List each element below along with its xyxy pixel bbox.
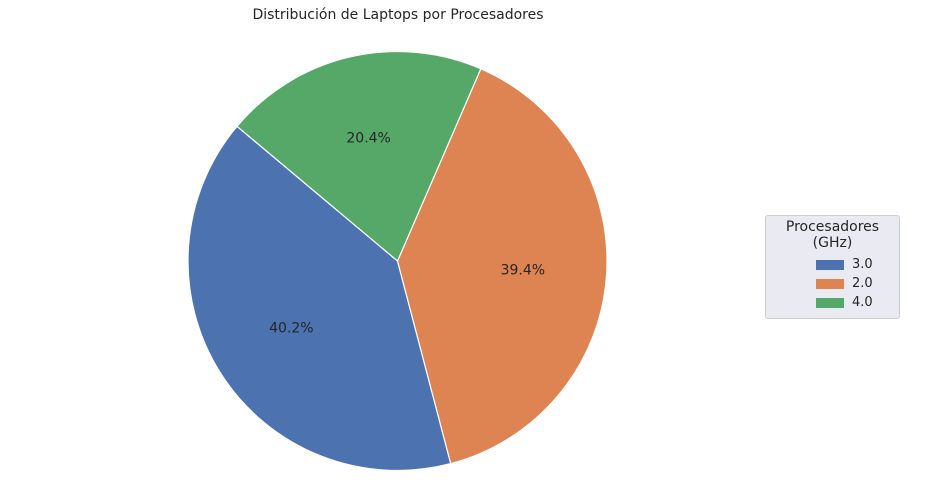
pie-label-3-0: 40.2%	[269, 320, 313, 336]
legend-item-3-0: 3.0	[766, 255, 899, 274]
pie-slice-4-0	[236, 50, 482, 262]
legend-item-2-0: 2.0	[766, 274, 899, 293]
legend-title: Procesadores (GHz)	[785, 219, 880, 251]
pie-label-2-0: 39.4%	[501, 263, 545, 279]
legend-items: 3.0 2.0 4.0	[766, 255, 899, 312]
legend-item-4-0: 4.0	[766, 293, 899, 312]
legend-label: 3.0	[852, 257, 873, 272]
pie-label-4-0: 20.4%	[346, 131, 390, 147]
legend-label: 2.0	[852, 276, 873, 291]
legend-swatch	[816, 297, 844, 308]
legend-swatch	[816, 259, 844, 270]
legend-label: 4.0	[852, 295, 873, 310]
pie-slice-3-0	[187, 125, 452, 472]
legend: Procesadores (GHz) 3.0 2.0 4.0	[765, 215, 900, 319]
pie-slice-2-0	[396, 68, 608, 465]
chart-title: Distribución de Laptops por Procesadores	[252, 7, 544, 23]
legend-swatch	[816, 278, 844, 289]
